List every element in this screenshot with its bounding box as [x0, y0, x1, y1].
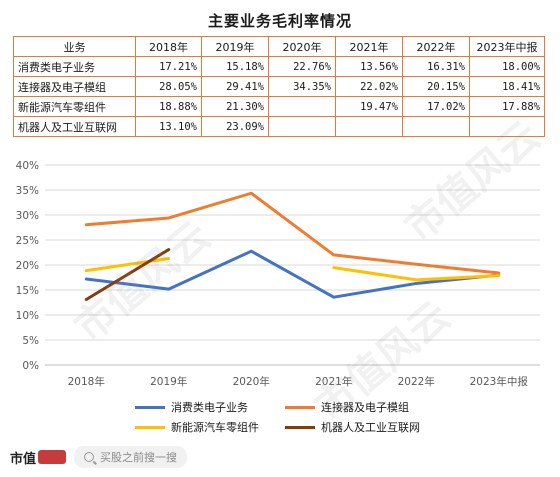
table-cell: 23.09% — [201, 116, 269, 137]
legend-swatch — [285, 425, 315, 429]
y-tick-label: 5% — [22, 335, 39, 347]
series-line — [84, 191, 501, 275]
table-cell: 20.15% — [402, 76, 470, 97]
table-header: 业务 — [13, 36, 136, 57]
legend-item: 机器人及工业互联网 — [285, 419, 420, 435]
legend-label: 连接器及电子模组 — [321, 401, 409, 414]
table-cell: 17.02% — [402, 96, 470, 117]
table-cell: 18.00% — [469, 56, 545, 77]
x-tick-label: 2019年 — [150, 375, 187, 388]
table-row-label: 连接器及电子模组 — [13, 76, 136, 97]
table-cell: 17.88% — [469, 96, 545, 117]
search-placeholder: 买股之前搜一搜 — [100, 451, 178, 464]
y-tick-label: 0% — [22, 360, 39, 372]
table-cell: 22.76% — [268, 56, 336, 77]
table-cell: 13.10% — [135, 116, 202, 137]
search-box[interactable]: 买股之前搜一搜 — [74, 446, 188, 468]
table-cell — [268, 116, 336, 137]
legend-item: 新能源汽车零组件 — [135, 419, 259, 435]
table-cell — [268, 96, 336, 117]
table-cell: 28.05% — [135, 76, 202, 97]
line-chart: 0% 5% 10% 15% 20% 25% 30% 35% 40% 2018年 2019年 2020年… — [16, 160, 540, 388]
table-cell: 17.21% — [135, 56, 202, 77]
legend-item: 消费类电子业务 — [135, 399, 248, 415]
brand-logo-icon — [38, 450, 67, 464]
series-line — [84, 257, 171, 273]
table-row: 连接器及电子模组 28.05% 29.41% 34.35% 22.02% 20.… — [13, 76, 545, 97]
table-cell: 18.88% — [135, 96, 202, 117]
table-row-label: 新能源汽车零组件 — [13, 96, 136, 117]
x-tick-label: 2022年 — [398, 375, 435, 388]
table-cell: 34.35% — [268, 76, 336, 97]
legend-label: 新能源汽车零组件 — [171, 421, 259, 434]
table-header: 2019年 — [201, 36, 269, 57]
y-tick-label: 35% — [16, 185, 39, 197]
series-line — [332, 266, 501, 282]
table-row-label: 机器人及工业互联网 — [13, 116, 136, 137]
table-row: 机器人及工业互联网 13.10% 23.09% — [13, 116, 545, 137]
y-tick-label: 25% — [16, 235, 39, 247]
legend-swatch — [135, 425, 165, 429]
table-cell — [469, 116, 545, 137]
x-tick-label: 2021年 — [315, 375, 352, 388]
table-cell: 15.18% — [201, 56, 269, 77]
table-row: 消费类电子业务 17.21% 15.18% 22.76% 13.56% 16.3… — [13, 56, 545, 77]
table-cell: 29.41% — [201, 76, 269, 97]
y-tick-label: 30% — [16, 210, 39, 222]
table-cell: 18.41% — [469, 76, 545, 97]
table-cell: 22.02% — [335, 76, 403, 97]
legend-label: 机器人及工业互联网 — [321, 421, 420, 434]
table-header: 2021年 — [335, 36, 403, 57]
table-cell: 21.30% — [201, 96, 269, 117]
page-title: 主要业务毛利率情况 — [207, 12, 352, 30]
margin-table: 业务 2018年 2019年 2020年 2021年 2022年 2023年中报… — [13, 36, 545, 137]
table-header-row: 业务 2018年 2019年 2020年 2021年 2022年 2023年中报 — [13, 36, 545, 57]
table-cell: 13.56% — [335, 56, 403, 77]
legend-swatch — [135, 405, 165, 409]
series-line — [84, 248, 171, 301]
brand-name: 市值 — [10, 451, 37, 467]
x-tick-label: 2020年 — [233, 375, 270, 388]
table-row-label: 消费类电子业务 — [13, 56, 136, 77]
legend-swatch — [285, 405, 315, 409]
table-header: 2023年中报 — [469, 36, 545, 57]
legend-item: 连接器及电子模组 — [285, 399, 409, 415]
y-tick-label: 20% — [16, 260, 39, 272]
y-tick-label: 10% — [16, 310, 39, 322]
y-tick-label: 40% — [16, 160, 39, 172]
y-tick-label: 15% — [16, 285, 39, 297]
x-tick-label: 2018年 — [68, 375, 105, 388]
table-header: 2020年 — [268, 36, 336, 57]
footer-bar: 市值 买股之前搜一搜 — [10, 446, 188, 468]
table-header: 2022年 — [402, 36, 470, 57]
search-icon — [84, 452, 95, 462]
table-cell: 16.31% — [402, 56, 470, 77]
table-row: 新能源汽车零组件 18.88% 21.30% 19.47% 17.02% 17.… — [13, 96, 545, 117]
table-header: 2018年 — [135, 36, 202, 57]
x-tick-label: 2023年中报 — [470, 375, 529, 388]
table-cell — [402, 116, 470, 137]
table-cell — [335, 116, 403, 137]
table-cell: 19.47% — [335, 96, 403, 117]
series-line — [84, 249, 501, 299]
legend-label: 消费类电子业务 — [171, 401, 248, 414]
